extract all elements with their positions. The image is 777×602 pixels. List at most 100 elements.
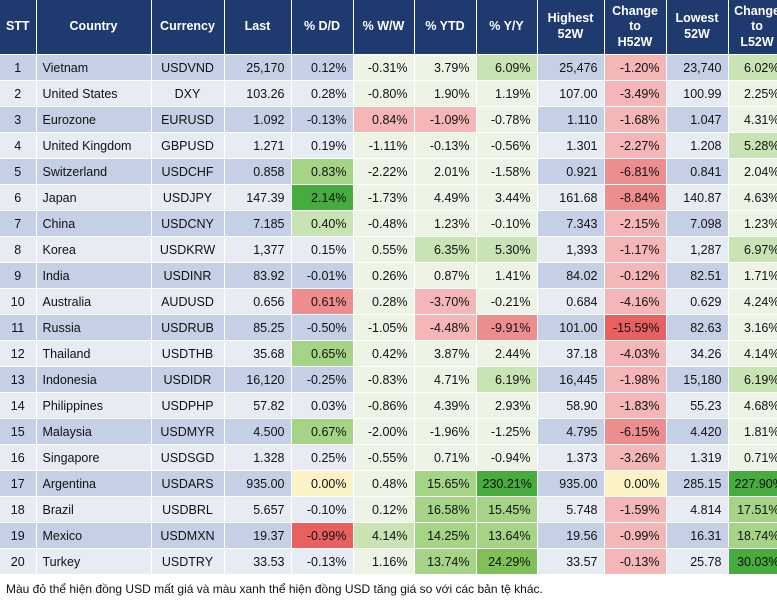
cell-cl: 1.23%: [728, 210, 777, 237]
currency-table: STT Country Currency Last % D/D % W/W % …: [0, 0, 777, 575]
cell-dd: 0.61%: [291, 288, 354, 315]
cell-ww: -2.00%: [353, 418, 415, 445]
table-row: 6 Japan USDJPY 147.39 2.14% -1.73% 4.49% 3.44% 1…: [0, 184, 777, 211]
cell-ch: -1.20%: [604, 54, 667, 81]
cell-ww: -0.55%: [353, 444, 415, 471]
cell-yy: -0.21%: [476, 288, 538, 315]
cell-ch: -6.81%: [604, 158, 667, 185]
cell-low: 55.23: [666, 392, 729, 419]
cell-country: United Kingdom: [36, 132, 152, 159]
cell-high: 37.18: [537, 340, 605, 367]
cell-ch: -6.15%: [604, 418, 667, 445]
cell-cl: 4.31%: [728, 106, 777, 133]
cell-low: 285.15: [666, 470, 729, 497]
header-change-l-line2: to: [751, 19, 763, 34]
cell-ch: -1.59%: [604, 496, 667, 523]
cell-ytd: 13.74%: [414, 548, 477, 575]
cell-currency: USDCHF: [151, 158, 225, 185]
cell-currency: GBPUSD: [151, 132, 225, 159]
cell-ytd: 1.90%: [414, 80, 477, 107]
cell-country: Singapore: [36, 444, 152, 471]
cell-high: 7.343: [537, 210, 605, 237]
cell-low: 100.99: [666, 80, 729, 107]
cell-ch: -0.12%: [604, 262, 667, 289]
cell-low: 4.814: [666, 496, 729, 523]
cell-ch: -2.27%: [604, 132, 667, 159]
cell-dd: 2.14%: [291, 184, 354, 211]
table-row: 5 Switzerland USDCHF 0.858 0.83% -2.22% 2.01% -…: [0, 158, 777, 185]
cell-ytd: -1.09%: [414, 106, 477, 133]
cell-yy: 24.29%: [476, 548, 538, 575]
header-country: Country: [36, 0, 152, 55]
cell-dd: 0.65%: [291, 340, 354, 367]
cell-dd: -0.13%: [291, 548, 354, 575]
cell-high: 1,393: [537, 236, 605, 263]
cell-yy: 6.19%: [476, 366, 538, 393]
cell-cl: 6.97%: [728, 236, 777, 263]
cell-ww: 1.16%: [353, 548, 415, 575]
cell-ytd: 0.87%: [414, 262, 477, 289]
cell-high: 161.68: [537, 184, 605, 211]
cell-dd: -0.99%: [291, 522, 354, 549]
cell-dd: -0.10%: [291, 496, 354, 523]
cell-yy: 13.64%: [476, 522, 538, 549]
cell-stt: 14: [0, 392, 37, 419]
cell-cl: 4.14%: [728, 340, 777, 367]
cell-ww: 0.26%: [353, 262, 415, 289]
cell-high: 5.748: [537, 496, 605, 523]
cell-currency: USDCNY: [151, 210, 225, 237]
cell-stt: 1: [0, 54, 37, 81]
cell-last: 7.185: [224, 210, 292, 237]
cell-yy: 3.44%: [476, 184, 538, 211]
cell-ww: -0.83%: [353, 366, 415, 393]
cell-country: Switzerland: [36, 158, 152, 185]
cell-ytd: 1.23%: [414, 210, 477, 237]
cell-low: 25.78: [666, 548, 729, 575]
cell-cl: 1.71%: [728, 262, 777, 289]
cell-currency: USDBRL: [151, 496, 225, 523]
cell-last: 935.00: [224, 470, 292, 497]
cell-ch: -2.15%: [604, 210, 667, 237]
cell-country: Thailand: [36, 340, 152, 367]
cell-stt: 4: [0, 132, 37, 159]
cell-stt: 12: [0, 340, 37, 367]
cell-last: 57.82: [224, 392, 292, 419]
cell-currency: USDRUB: [151, 314, 225, 341]
cell-stt: 9: [0, 262, 37, 289]
header-change-l-line3: L52W: [740, 34, 774, 49]
cell-cl: 5.28%: [728, 132, 777, 159]
cell-yy: -0.94%: [476, 444, 538, 471]
cell-ch: 0.00%: [604, 470, 667, 497]
table-row: 14 Philippines USDPHP 57.82 0.03% -0.86% 4.39%…: [0, 392, 777, 419]
cell-last: 19.37: [224, 522, 292, 549]
cell-yy: 15.45%: [476, 496, 538, 523]
cell-ch: -4.16%: [604, 288, 667, 315]
cell-low: 0.841: [666, 158, 729, 185]
cell-stt: 2: [0, 80, 37, 107]
cell-dd: 0.12%: [291, 54, 354, 81]
cell-yy: 1.19%: [476, 80, 538, 107]
cell-yy: 230.21%: [476, 470, 538, 497]
cell-high: 84.02: [537, 262, 605, 289]
cell-ytd: 0.71%: [414, 444, 477, 471]
cell-ww: 0.12%: [353, 496, 415, 523]
header-last: Last: [224, 0, 292, 55]
cell-ww: 0.84%: [353, 106, 415, 133]
cell-country: China: [36, 210, 152, 237]
cell-low: 140.87: [666, 184, 729, 211]
cell-last: 85.25: [224, 314, 292, 341]
cell-last: 0.656: [224, 288, 292, 315]
table-row: 17 Argentina USDARS 935.00 0.00% 0.48% 15.65% 2…: [0, 470, 777, 497]
cell-stt: 8: [0, 236, 37, 263]
cell-currency: USDVND: [151, 54, 225, 81]
table-row: 3 Eurozone EURUSD 1.092 -0.13% 0.84% -1.09% -0.…: [0, 106, 777, 133]
cell-ytd: 14.25%: [414, 522, 477, 549]
cell-ww: -0.86%: [353, 392, 415, 419]
cell-low: 82.51: [666, 262, 729, 289]
table-row: 19 Mexico USDMXN 19.37 -0.99% 4.14% 14.25% 13.6…: [0, 522, 777, 549]
cell-ytd: 4.39%: [414, 392, 477, 419]
cell-ytd: 15.65%: [414, 470, 477, 497]
header-stt: STT: [0, 0, 37, 55]
cell-last: 147.39: [224, 184, 292, 211]
cell-currency: USDINR: [151, 262, 225, 289]
